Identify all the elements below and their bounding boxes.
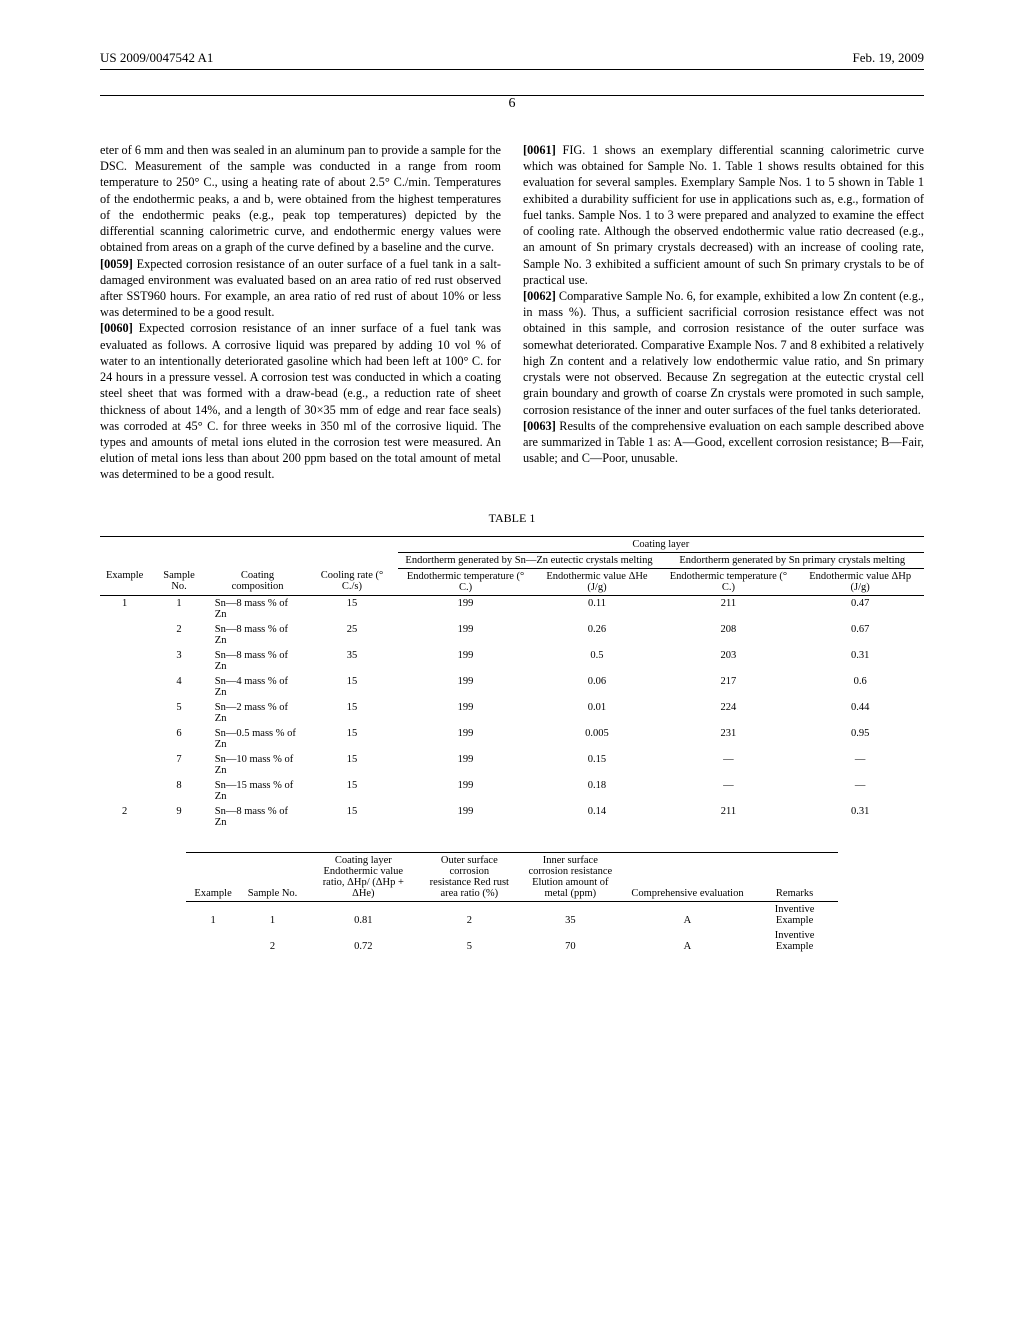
table1-title: TABLE 1	[100, 511, 924, 526]
doc-number: US 2009/0047542 A1	[100, 50, 213, 66]
t2-h-ratio: Coating layer Endothermic value ratio, Δ…	[305, 852, 421, 901]
para-num-59: [0059]	[100, 257, 133, 271]
page-number: 6	[100, 96, 924, 112]
t1-h-rate: Cooling rate (° C./s)	[306, 568, 397, 595]
para-num-63: [0063]	[523, 419, 556, 433]
table-row: 7Sn—10 mass % of Zn151990.15——	[100, 752, 924, 778]
table-row: 8Sn—15 mass % of Zn151990.18——	[100, 778, 924, 804]
para-num-61: [0061]	[523, 143, 556, 157]
t2-h-sampleno: Sample No.	[240, 852, 306, 901]
para-63: Results of the comprehensive evaluation …	[523, 419, 924, 465]
t2-h-remarks: Remarks	[752, 852, 838, 901]
table-row: 110.81235AInventive Example	[186, 901, 837, 928]
t1-h-val1: Endothermic value ΔHe (J/g)	[533, 568, 660, 595]
t1-h-comp: Coating composition	[209, 568, 307, 595]
table-row: 6Sn—0.5 mass % of Zn151990.0052310.95	[100, 726, 924, 752]
t2-h-eval: Comprehensive evaluation	[623, 852, 751, 901]
para-59: Expected corrosion resistance of an oute…	[100, 257, 501, 320]
table1: Coating layer Endortherm generated by Sn…	[100, 536, 924, 830]
doc-date: Feb. 19, 2009	[853, 50, 925, 66]
t1-h-sampleno: Sample No.	[149, 568, 208, 595]
t2-h-inner: Inner surface corrosion resistance Eluti…	[517, 852, 623, 901]
para-num-60: [0060]	[100, 321, 133, 335]
table2: Example Sample No. Coating layer Endothe…	[186, 852, 837, 954]
right-column: [0061] FIG. 1 shows an exemplary differe…	[523, 142, 924, 483]
para-num-62: [0062]	[523, 289, 556, 303]
t2-h-example: Example	[186, 852, 239, 901]
t2-h-outer: Outer surface corrosion resistance Red r…	[421, 852, 517, 901]
table-row: 5Sn—2 mass % of Zn151990.012240.44	[100, 700, 924, 726]
body-columns: eter of 6 mm and then was sealed in an a…	[100, 142, 924, 483]
para-58: eter of 6 mm and then was sealed in an a…	[100, 143, 501, 254]
t1-h-temp2: Endothermic temperature (° C.)	[661, 568, 797, 595]
t1-h-val2: Endothermic value ΔHp (J/g)	[796, 568, 924, 595]
t1-h-temp1: Endothermic temperature (° C.)	[398, 568, 534, 595]
left-column: eter of 6 mm and then was sealed in an a…	[100, 142, 501, 483]
table-row: 29Sn—8 mass % of Zn151990.142110.31	[100, 804, 924, 830]
table1-group2: Endortherm generated by Sn primary cryst…	[661, 552, 925, 568]
table-row: 3Sn—8 mass % of Zn351990.52030.31	[100, 648, 924, 674]
para-62: Comparative Sample No. 6, for example, e…	[523, 289, 924, 417]
table1-group1: Endortherm generated by Sn—Zn eutectic c…	[398, 552, 661, 568]
table-row: 4Sn—4 mass % of Zn151990.062170.6	[100, 674, 924, 700]
table-row: 2Sn—8 mass % of Zn251990.262080.67	[100, 622, 924, 648]
t1-h-example: Example	[100, 568, 149, 595]
para-60: Expected corrosion resistance of an inne…	[100, 321, 501, 481]
table-row: 20.72570AInventive Example	[186, 928, 837, 954]
table1-super-header: Coating layer	[398, 536, 924, 552]
table-row: 11Sn—8 mass % of Zn151990.112110.47	[100, 595, 924, 622]
para-61: FIG. 1 shows an exemplary differential s…	[523, 143, 924, 287]
page-header: US 2009/0047542 A1 Feb. 19, 2009	[100, 50, 924, 70]
